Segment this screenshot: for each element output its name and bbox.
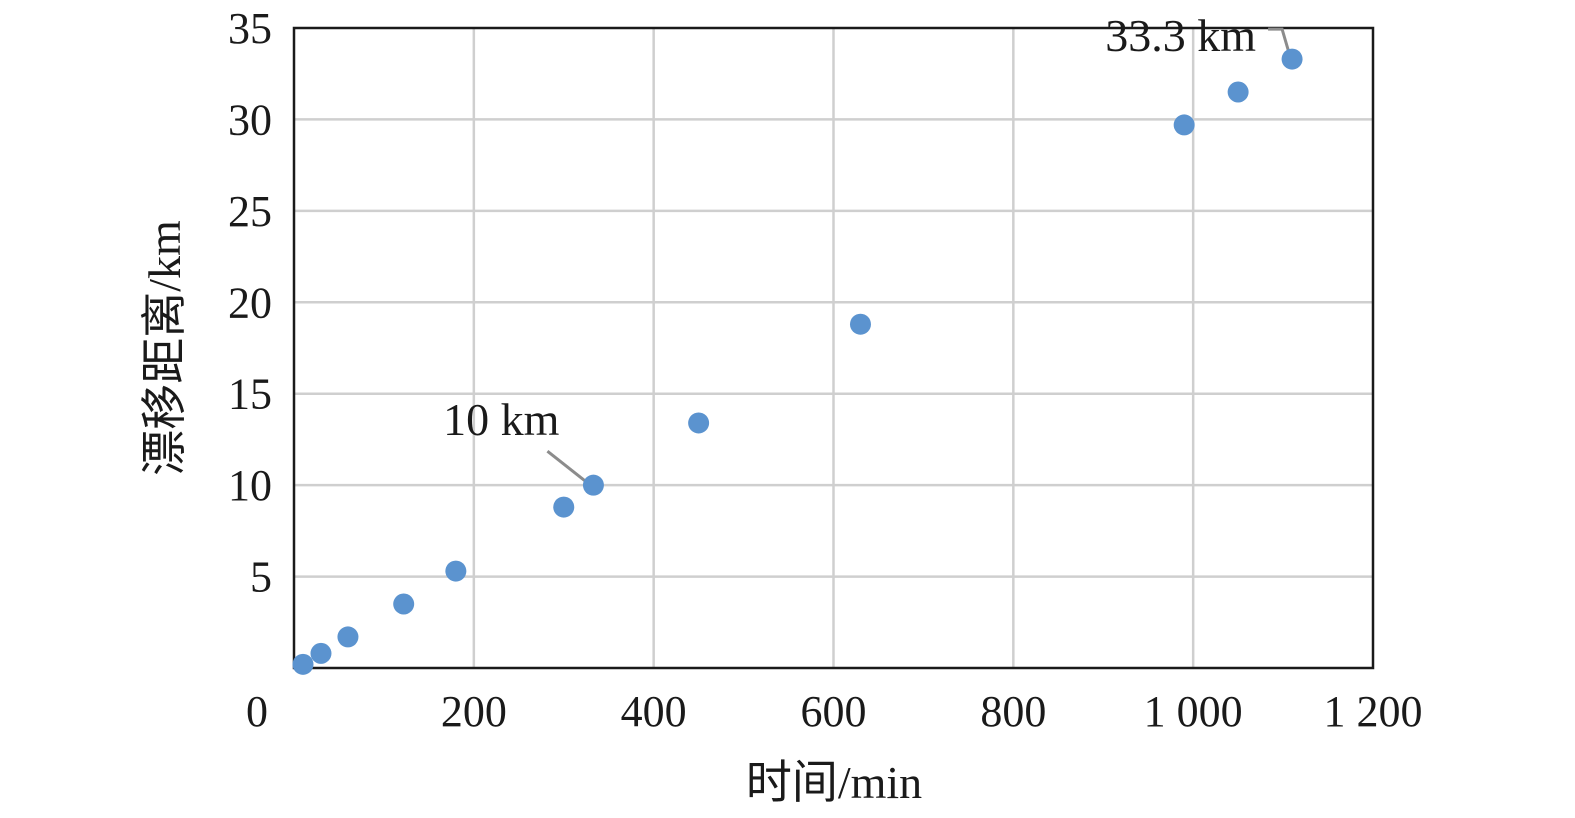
y-tick-label: 30 [228, 95, 272, 144]
x-tick-label: 600 [801, 687, 867, 736]
data-point [582, 474, 604, 496]
data-point [1227, 81, 1249, 103]
data-point [445, 560, 467, 582]
y-tick-label: 20 [228, 278, 272, 327]
x-axis-ticks: 0 200 400 600 800 1 000 1 200 [246, 687, 1423, 736]
y-axis-title: 漂移距离/km [139, 220, 190, 476]
y-tick-label: 25 [228, 187, 272, 236]
plot-area-frame [292, 26, 1375, 670]
x-tick-label: 800 [980, 687, 1046, 736]
x-axis-title: 时间/min [746, 757, 922, 808]
data-point [1281, 48, 1303, 70]
data-point [292, 653, 314, 675]
data-point [1173, 114, 1195, 136]
grid-lines [294, 28, 1373, 668]
y-tick-label: 35 [228, 4, 272, 53]
x-tick-label: 1 000 [1144, 687, 1243, 736]
x-tick-label: 0 [246, 687, 268, 736]
annotation-leader-line [546, 449, 587, 483]
data-point [393, 593, 415, 615]
annotation-label: 33.3 km [1105, 10, 1256, 61]
annotation-label: 10 km [443, 394, 560, 445]
y-tick-label: 10 [228, 461, 272, 510]
x-tick-label: 1 200 [1324, 687, 1423, 736]
annotations: 10 km 33.3 km [443, 10, 1291, 483]
data-point [310, 642, 332, 664]
x-tick-label: 400 [621, 687, 687, 736]
x-tick-label: 200 [441, 687, 507, 736]
data-point [337, 626, 359, 648]
y-tick-label: 15 [228, 370, 272, 419]
y-tick-label: 5 [250, 553, 272, 602]
data-points [292, 48, 1303, 675]
data-point [849, 313, 871, 335]
y-axis-ticks: 5 10 15 20 25 30 35 [228, 4, 272, 602]
data-point [688, 412, 710, 434]
annotation-leader-line [1268, 27, 1291, 54]
data-point [553, 496, 575, 518]
